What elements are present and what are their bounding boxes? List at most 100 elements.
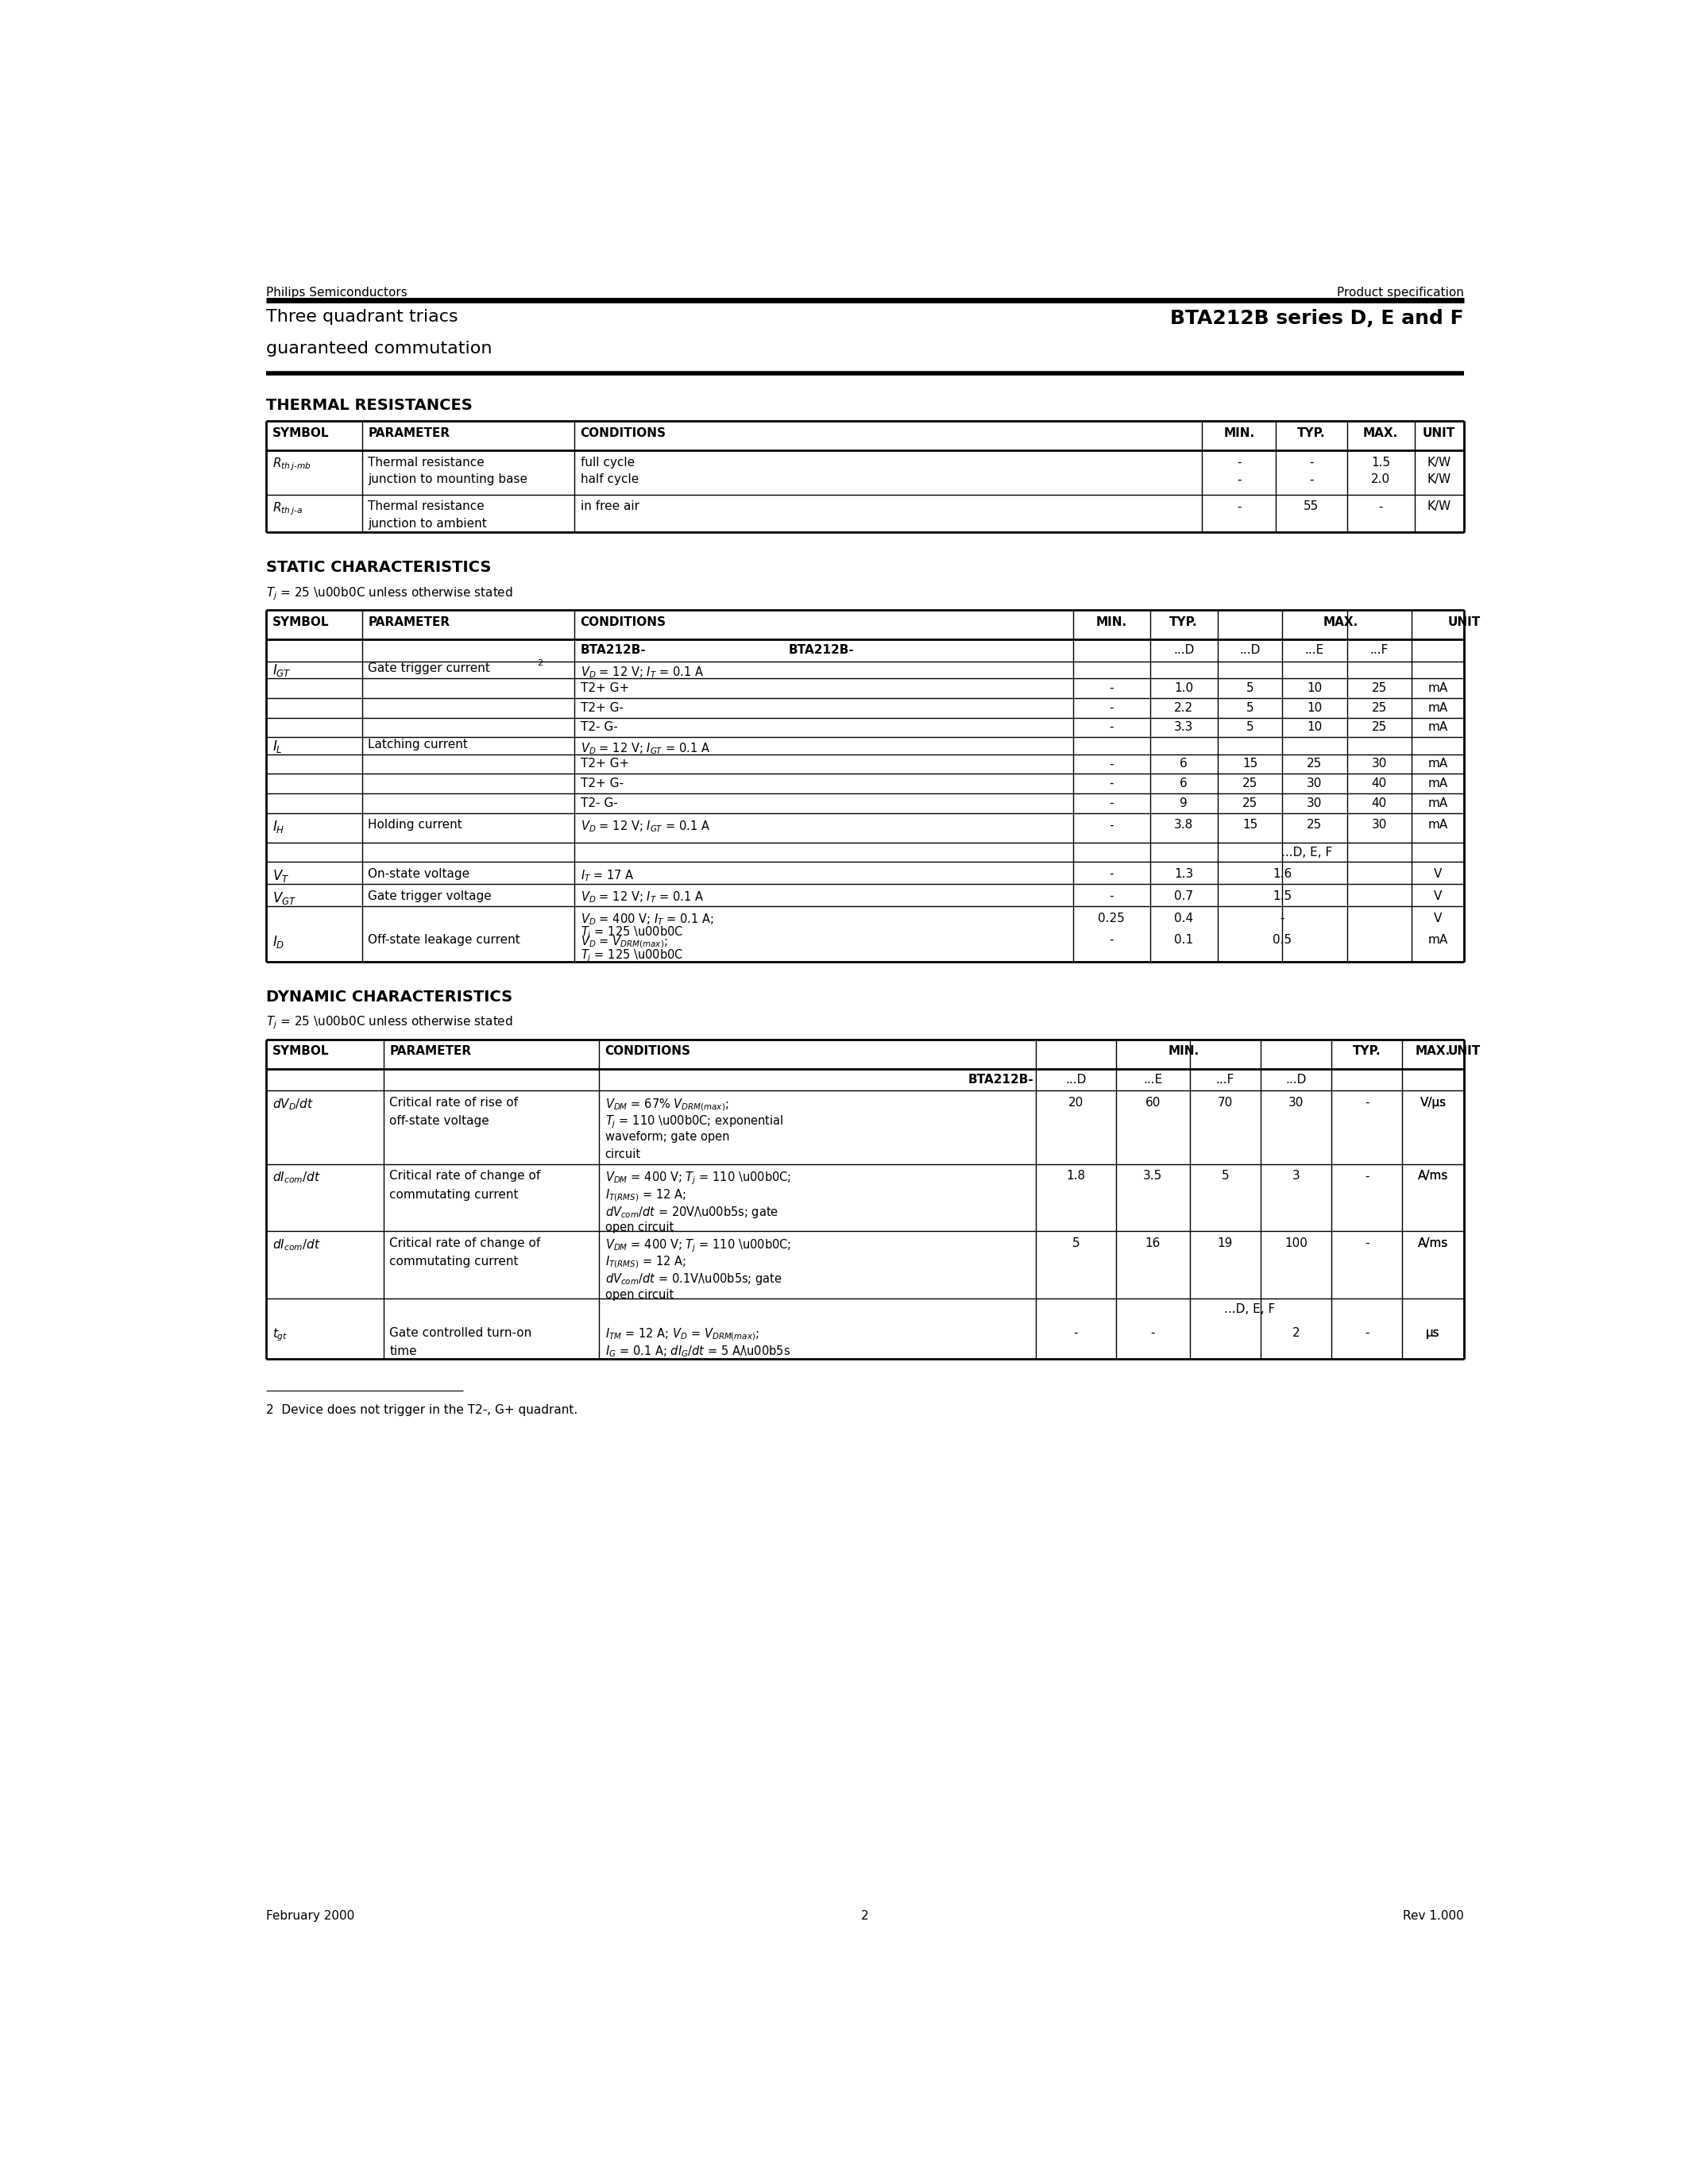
Text: $V_{DM}$ = 400 V; $T_j$ = 110 \u00b0C;: $V_{DM}$ = 400 V; $T_j$ = 110 \u00b0C;: [604, 1238, 792, 1254]
Text: 10: 10: [1307, 681, 1322, 695]
Text: off-state voltage: off-state voltage: [390, 1116, 490, 1127]
Text: time: time: [390, 1345, 417, 1356]
Text: mA: mA: [1428, 701, 1448, 714]
Text: UNIT: UNIT: [1447, 1046, 1480, 1057]
Text: 25: 25: [1242, 778, 1258, 788]
Text: mA: mA: [1428, 758, 1448, 771]
Text: -: -: [1237, 500, 1241, 513]
Text: 30: 30: [1371, 819, 1388, 832]
Text: waveform; gate open: waveform; gate open: [604, 1131, 729, 1142]
Text: 2.0: 2.0: [1371, 474, 1391, 485]
Text: 2: 2: [861, 1911, 869, 1922]
Text: mA: mA: [1428, 721, 1448, 734]
Text: 25: 25: [1307, 758, 1322, 771]
Text: $V_D$ = 400 V; $I_T$ = 0.1 A;: $V_D$ = 400 V; $I_T$ = 0.1 A;: [581, 913, 714, 926]
Text: $I_D$: $I_D$: [272, 935, 285, 950]
Text: -: -: [1109, 721, 1114, 734]
Text: PARAMETER: PARAMETER: [368, 428, 451, 439]
Text: TYP.: TYP.: [1352, 1046, 1381, 1057]
Text: V: V: [1433, 913, 1442, 924]
Text: -: -: [1109, 935, 1114, 946]
Text: 25: 25: [1371, 701, 1388, 714]
Text: 5: 5: [1246, 681, 1254, 695]
Text: 20: 20: [1069, 1096, 1084, 1109]
Text: 0.25: 0.25: [1097, 913, 1124, 924]
Text: 2: 2: [1293, 1326, 1300, 1339]
Text: 6: 6: [1180, 758, 1188, 771]
Text: Off-state leakage current: Off-state leakage current: [368, 935, 520, 946]
Text: commutating current: commutating current: [390, 1188, 518, 1201]
Text: $T_j$ = 25 \u00b0C unless otherwise stated: $T_j$ = 25 \u00b0C unless otherwise stat…: [267, 1016, 513, 1031]
Text: $I_L$: $I_L$: [272, 738, 282, 753]
Text: -: -: [1237, 474, 1241, 485]
Text: ...D, E, F: ...D, E, F: [1281, 847, 1332, 858]
Text: -: -: [1074, 1326, 1079, 1339]
Text: -: -: [1379, 500, 1382, 513]
Text: $V_D$ = 12 V; $I_{GT}$ = 0.1 A: $V_D$ = 12 V; $I_{GT}$ = 0.1 A: [581, 819, 711, 834]
Text: 1.8: 1.8: [1067, 1171, 1085, 1182]
Text: K/W: K/W: [1426, 500, 1452, 513]
Text: open circuit: open circuit: [604, 1289, 674, 1302]
Text: K/W: K/W: [1426, 456, 1452, 467]
Text: full cycle: full cycle: [581, 456, 635, 467]
Text: Thermal resistance: Thermal resistance: [368, 456, 484, 467]
Text: 5: 5: [1222, 1171, 1229, 1182]
Text: $dV_{com}/dt$ = 0.1V/\u00b5s; gate: $dV_{com}/dt$ = 0.1V/\u00b5s; gate: [604, 1271, 782, 1286]
Text: PARAMETER: PARAMETER: [368, 616, 451, 629]
Text: Gate trigger current: Gate trigger current: [368, 662, 490, 675]
Text: 3.5: 3.5: [1143, 1171, 1163, 1182]
Text: -: -: [1364, 1326, 1369, 1339]
Text: CONDITIONS: CONDITIONS: [581, 428, 667, 439]
Text: 30: 30: [1288, 1096, 1303, 1109]
Text: 5: 5: [1246, 721, 1254, 734]
Text: TYP.: TYP.: [1170, 616, 1198, 629]
Text: ...E: ...E: [1305, 644, 1323, 655]
Text: PARAMETER: PARAMETER: [390, 1046, 471, 1057]
Text: 0.4: 0.4: [1175, 913, 1193, 924]
Text: MIN.: MIN.: [1168, 1046, 1198, 1057]
Text: Product specification: Product specification: [1337, 286, 1463, 299]
Text: 3.3: 3.3: [1175, 721, 1193, 734]
Text: mA: mA: [1428, 935, 1448, 946]
Text: T2- G-: T2- G-: [581, 721, 618, 734]
Text: Philips Semiconductors: Philips Semiconductors: [267, 286, 407, 299]
Text: 15: 15: [1242, 758, 1258, 771]
Text: Critical rate of change of: Critical rate of change of: [390, 1171, 540, 1182]
Text: Holding current: Holding current: [368, 819, 463, 832]
Text: -: -: [1364, 1096, 1369, 1109]
Text: BTA212B-: BTA212B-: [581, 644, 647, 655]
Text: V/µs: V/µs: [1420, 1096, 1447, 1109]
Text: MAX.: MAX.: [1364, 428, 1398, 439]
Text: $t_{gt}$: $t_{gt}$: [272, 1326, 289, 1343]
Text: Three quadrant triacs: Three quadrant triacs: [267, 310, 459, 325]
Text: Thermal resistance: Thermal resistance: [368, 500, 484, 513]
Text: -: -: [1310, 456, 1313, 467]
Text: µs: µs: [1426, 1326, 1440, 1339]
Text: SYMBOL: SYMBOL: [272, 428, 329, 439]
Text: MIN.: MIN.: [1096, 616, 1128, 629]
Text: 10: 10: [1307, 701, 1322, 714]
Text: ...D: ...D: [1239, 644, 1261, 655]
Text: $R_{th\,j\text{-}mb}$: $R_{th\,j\text{-}mb}$: [272, 456, 311, 474]
Text: 0.1: 0.1: [1175, 935, 1193, 946]
Text: 5: 5: [1072, 1238, 1080, 1249]
Text: 19: 19: [1217, 1238, 1232, 1249]
Text: -: -: [1109, 867, 1114, 880]
Text: THERMAL RESISTANCES: THERMAL RESISTANCES: [267, 397, 473, 413]
Text: 5: 5: [1246, 701, 1254, 714]
Text: 2: 2: [537, 660, 544, 668]
Text: ...D: ...D: [1065, 1075, 1087, 1085]
Text: BTA212B-: BTA212B-: [969, 1075, 1035, 1085]
Text: T2+ G-: T2+ G-: [581, 778, 623, 788]
Text: 70: 70: [1217, 1096, 1232, 1109]
Text: Rev 1.000: Rev 1.000: [1403, 1911, 1463, 1922]
Text: 3: 3: [1293, 1171, 1300, 1182]
Text: 25: 25: [1371, 681, 1388, 695]
Text: V: V: [1433, 891, 1442, 902]
Text: TYP.: TYP.: [1298, 428, 1325, 439]
Text: STATIC CHARACTERISTICS: STATIC CHARACTERISTICS: [267, 559, 491, 574]
Text: -: -: [1109, 778, 1114, 788]
Text: 6: 6: [1180, 778, 1188, 788]
Text: half cycle: half cycle: [581, 474, 638, 485]
Text: -: -: [1151, 1326, 1155, 1339]
